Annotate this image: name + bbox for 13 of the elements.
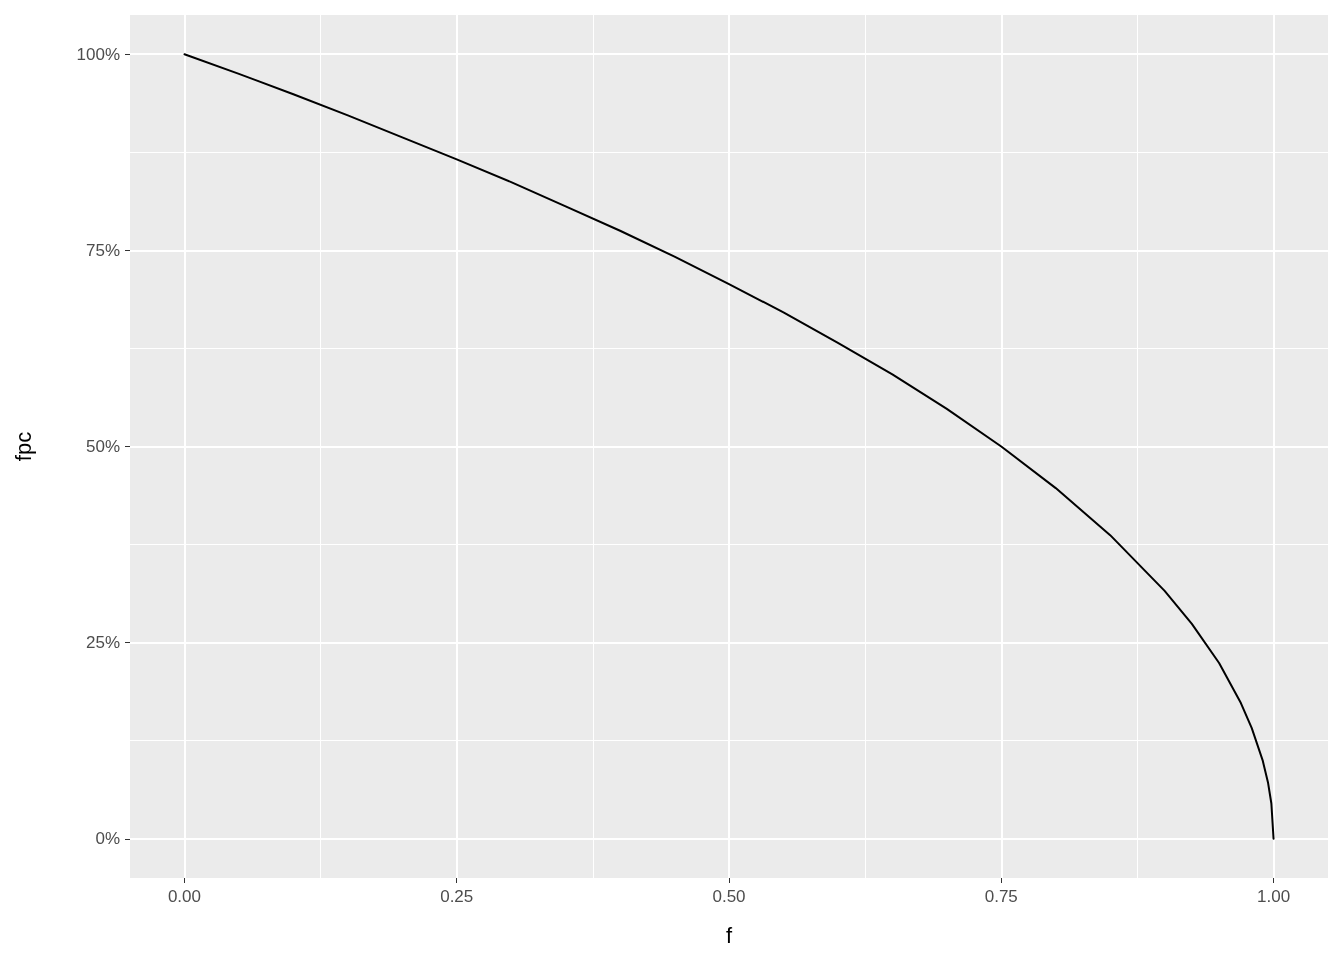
y-tick-label: 25% xyxy=(85,633,120,653)
x-tick-label: 0.50 xyxy=(712,887,746,906)
y-tick-label: 0% xyxy=(95,829,120,849)
x-tick-label: 0.75 xyxy=(984,887,1018,906)
x-axis-title: f xyxy=(725,922,733,948)
y-tick-label: 50% xyxy=(85,437,120,456)
x-tick-label: 0.00 xyxy=(167,887,201,906)
x-tick-label: 1.00 xyxy=(1257,887,1291,906)
y-tick-label: 75% xyxy=(85,240,120,260)
x-tick-label: 0.25 xyxy=(440,887,474,906)
line-series xyxy=(183,53,1275,840)
y-tick-label: 100% xyxy=(76,44,120,64)
y-axis-title: fpc xyxy=(10,431,36,462)
